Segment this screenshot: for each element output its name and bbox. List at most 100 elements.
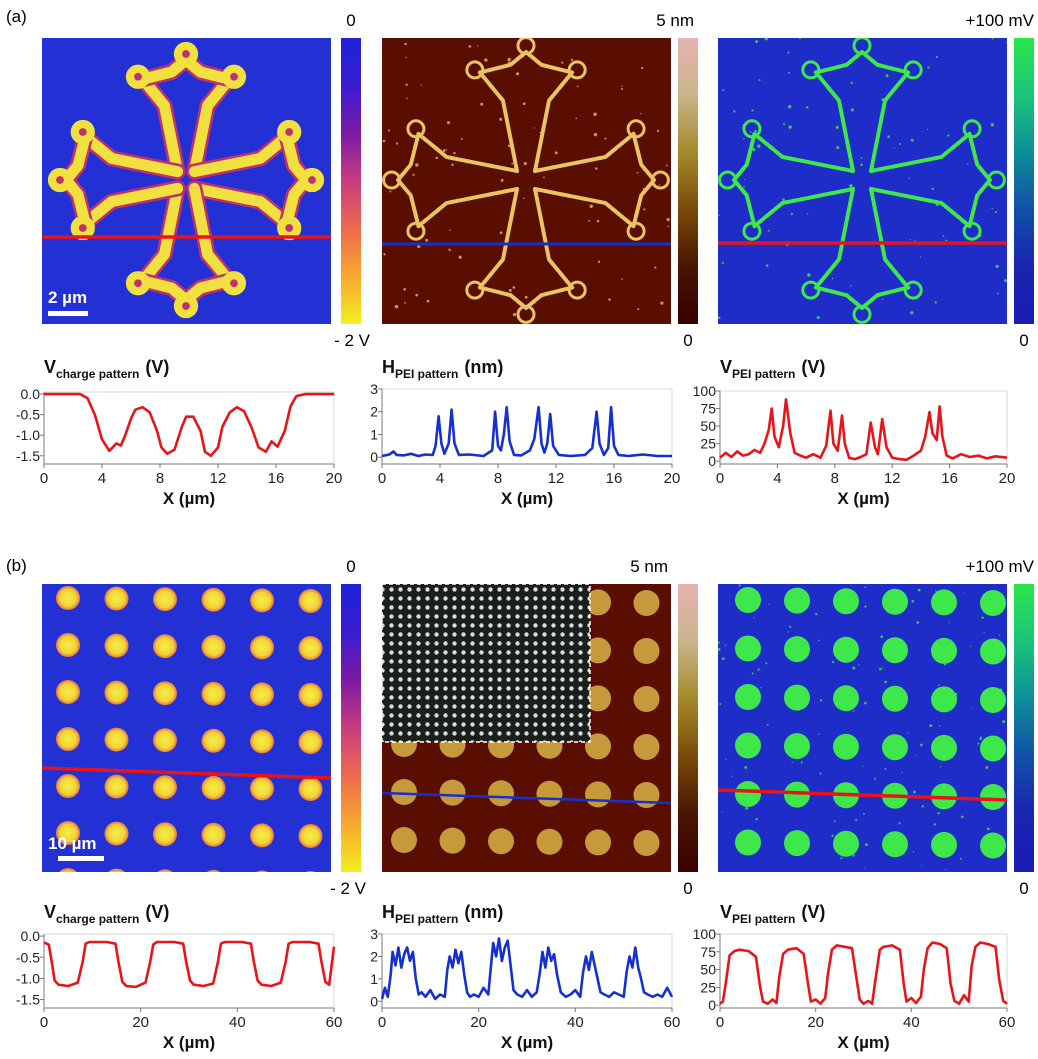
x-axis-label: X (µm) bbox=[837, 489, 889, 508]
dot-array bbox=[735, 587, 1006, 859]
x-tick-label: 16 bbox=[268, 470, 285, 487]
colorbar-height-a-bottom: 0 bbox=[683, 331, 692, 350]
y-tick-label: 3 bbox=[370, 926, 378, 942]
image-b-height bbox=[382, 584, 671, 872]
x-tick-label: 4 bbox=[436, 470, 444, 487]
colorbar-potential-a-top: +100 mV bbox=[965, 11, 1034, 30]
scale-bar-label: 10 µm bbox=[48, 834, 97, 853]
profile-series-line bbox=[380, 937, 674, 1001]
y-tick-label: 100 bbox=[693, 383, 717, 399]
inset-optical-image bbox=[382, 584, 591, 743]
y-tick-label: 25 bbox=[700, 436, 716, 452]
colorbar-height-b bbox=[678, 584, 698, 872]
x-tick-label: 0 bbox=[40, 1014, 48, 1031]
y-tick-label: 0 bbox=[370, 449, 378, 465]
x-tick-label: 0 bbox=[40, 470, 48, 487]
y-axis-label: VPEI pattern (V) bbox=[720, 357, 825, 381]
cross-pattern bbox=[718, 38, 1006, 324]
y-tick-label: -0.5 bbox=[16, 949, 40, 965]
x-axis-label: X (µm) bbox=[163, 489, 215, 508]
x-tick-label: 8 bbox=[831, 470, 839, 487]
y-tick-label: 100 bbox=[693, 926, 717, 942]
y-tick-label: -1.5 bbox=[16, 448, 40, 464]
y-axis-label: HPEI pattern (nm) bbox=[382, 902, 503, 926]
x-tick-label: 4 bbox=[98, 470, 106, 487]
profile-series-line bbox=[719, 941, 1008, 1005]
x-tick-label: 16 bbox=[606, 470, 623, 487]
y-tick-label: 0.0 bbox=[21, 928, 41, 944]
y-tick-label: 1 bbox=[370, 971, 378, 987]
colorbar-charge-a bbox=[341, 38, 361, 324]
colorbar-potential-a-bottom: 0 bbox=[1019, 331, 1028, 350]
x-tick-label: 20 bbox=[326, 470, 343, 487]
x-tick-label: 40 bbox=[903, 1014, 920, 1031]
x-tick-label: 0 bbox=[378, 1014, 386, 1031]
x-tick-label: 0 bbox=[378, 470, 386, 487]
y-tick-label: 0.0 bbox=[21, 386, 41, 402]
image-a-charge: 2 µm bbox=[42, 38, 331, 324]
x-tick-label: 20 bbox=[807, 1014, 824, 1031]
y-axis-label: Vcharge pattern (V) bbox=[44, 902, 169, 926]
profile-line bbox=[382, 791, 671, 805]
scale-bar-label: 2 µm bbox=[48, 288, 87, 307]
colorbar-height-b-top: 5 nm bbox=[630, 557, 668, 576]
plot-frame bbox=[43, 391, 335, 465]
profile-series-line bbox=[44, 392, 334, 458]
profile-series-line bbox=[43, 940, 336, 989]
x-tick-label: 12 bbox=[210, 470, 227, 487]
y-tick-label: -1.0 bbox=[16, 970, 40, 986]
y-tick-label: 25 bbox=[700, 979, 716, 995]
x-tick-label: 12 bbox=[884, 470, 901, 487]
profile-series-line bbox=[381, 405, 672, 458]
x-axis-label: X (µm) bbox=[163, 1033, 215, 1052]
x-tick-label: 20 bbox=[664, 470, 681, 487]
image-a-potential bbox=[718, 38, 1007, 324]
x-tick-label: 40 bbox=[229, 1014, 246, 1031]
y-tick-label: -1.0 bbox=[16, 427, 40, 443]
image-b-charge: 10 µm bbox=[42, 584, 331, 872]
profile-line bbox=[42, 766, 331, 780]
dot-array bbox=[56, 586, 323, 872]
colorbar-potential-b bbox=[1014, 584, 1034, 872]
x-tick-label: 4 bbox=[773, 470, 781, 487]
colorbar-height-a-top: 5 nm bbox=[656, 11, 694, 30]
profile-charts: 0.0-0.5-1.0-1.50 4 8 12 16 20X (µm)Vcharge pa… bbox=[16, 357, 1015, 1052]
x-tick-label: 20 bbox=[470, 1014, 487, 1031]
profile-line bbox=[718, 788, 1007, 802]
profile-series-line bbox=[719, 398, 1008, 462]
x-axis-label: X (µm) bbox=[837, 1033, 889, 1052]
y-tick-label: 2 bbox=[370, 948, 378, 964]
x-tick-label: 60 bbox=[664, 1014, 681, 1031]
y-tick-label: 50 bbox=[700, 962, 716, 978]
y-tick-label: -1.5 bbox=[16, 992, 40, 1008]
x-tick-label: 60 bbox=[999, 1014, 1016, 1031]
y-axis-label: Vcharge pattern (V) bbox=[44, 357, 169, 381]
y-tick-label: 0 bbox=[370, 993, 378, 1009]
colorbar-charge-a-bottom: - 2 V bbox=[334, 331, 371, 350]
y-tick-label: 75 bbox=[700, 944, 716, 960]
y-axis-label: VPEI pattern (V) bbox=[720, 902, 825, 926]
colorbar-charge-b-bottom: - 2 V bbox=[330, 879, 367, 898]
x-tick-label: 20 bbox=[999, 470, 1016, 487]
colorbar-potential-b-bottom: 0 bbox=[1019, 879, 1028, 898]
x-tick-label: 40 bbox=[567, 1014, 584, 1031]
y-tick-label: 3 bbox=[370, 381, 378, 397]
colorbar-height-b-bottom: 0 bbox=[683, 879, 692, 898]
colorbar-charge-b-top: 0 bbox=[346, 557, 355, 576]
colorbar-potential-b-top: +100 mV bbox=[965, 557, 1034, 576]
colorbar-charge-b bbox=[341, 584, 361, 872]
y-tick-label: 75 bbox=[700, 401, 716, 417]
panel-label-a: (a) bbox=[6, 7, 27, 26]
profile-chart-a1: 0.0 -0.5 -1.0 -1.50 4 8 12 16 20 X (µm) Vcharge pa… bbox=[16, 357, 342, 508]
x-tick-label: 8 bbox=[156, 470, 164, 487]
x-tick-label: 16 bbox=[941, 470, 958, 487]
profile-chart-b2: 0 1 2 3 0 20 40 60 X (µm) HPEI pattern (nm) bbox=[370, 902, 680, 1052]
x-tick-label: 12 bbox=[548, 470, 565, 487]
scale-bar bbox=[58, 856, 104, 861]
cross-pattern bbox=[382, 38, 670, 324]
x-tick-label: 20 bbox=[132, 1014, 149, 1031]
